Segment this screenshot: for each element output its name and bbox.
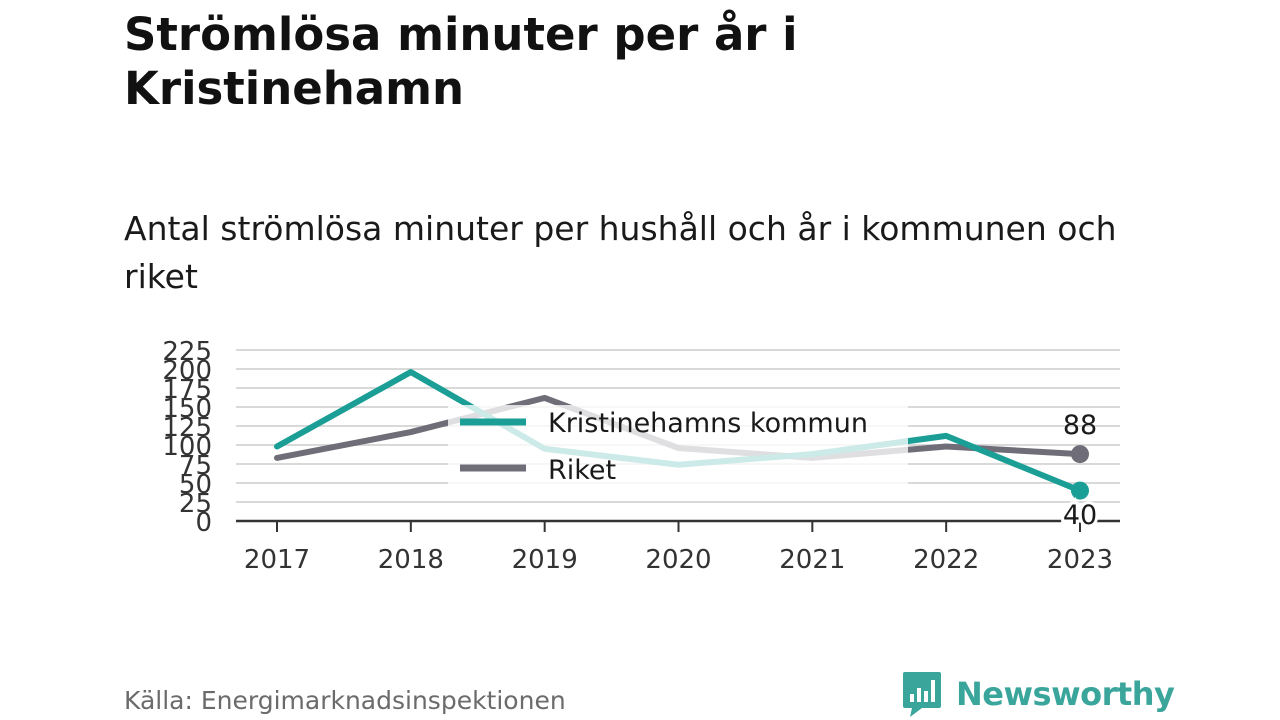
y-tick-label: 50 [179,470,212,500]
bar-chart-speech-bubble-icon [903,672,941,717]
end-label-kommun: 40 [1063,500,1097,531]
legend-label-kommun: Kristinehamns kommun [548,408,868,439]
y-tick-label: 100 [162,432,212,462]
chart-subtitle: Antal strömlösa minuter per hushåll och … [124,209,1117,296]
x-tick-label: 2022 [913,545,979,575]
y-tick-label: 25 [179,489,212,519]
end-point-riket [1071,445,1089,464]
x-tick-label: 2018 [378,545,444,575]
y-tick-label: 200 [162,356,212,386]
source-note: Källa: Energimarknadsinspektionen [124,686,566,715]
legend-label-riket: Riket [548,455,616,486]
chart-title: Strömlösa minuter per år i Kristinehamn [124,8,798,115]
x-tick-label: 2019 [512,545,578,575]
y-tick-label: 175 [162,375,212,405]
y-tick-label: 125 [162,413,212,443]
brand-name: Newsworthy [956,675,1175,713]
x-tick-label: 2020 [645,545,711,575]
x-tick-label: 2023 [1047,545,1113,575]
y-tick-label: 225 [162,337,212,367]
x-tick-label: 2021 [779,545,845,575]
newsworthy-logo: Newsworthy [902,668,1175,720]
end-point-kommun [1071,481,1089,500]
y-tick-label: 150 [162,394,212,424]
y-tick-label: 0 [195,508,212,538]
end-label-riket: 88 [1063,410,1097,441]
y-tick-label: 75 [179,451,212,481]
x-tick-label: 2017 [244,545,310,575]
